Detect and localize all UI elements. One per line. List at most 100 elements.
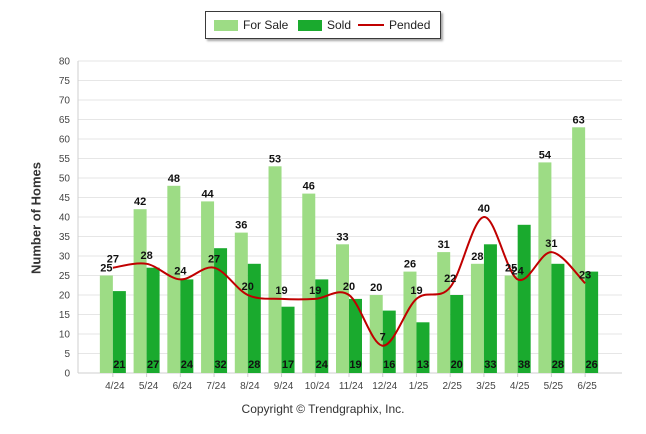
bar-sold [146,267,160,373]
bar-sold [315,279,329,373]
label-sold: 27 [147,359,159,371]
label-pended: 19 [309,285,321,297]
label-pended: 27 [208,254,220,266]
label-pended: 19 [410,285,422,297]
x-tick-label: 7/24 [206,381,226,392]
x-tick-label: 1/25 [409,381,429,392]
x-tick-label: 6/24 [173,381,193,392]
y-tick-label: 20 [59,291,71,302]
label-pended: 19 [275,285,287,297]
label-sold: 16 [383,359,395,371]
label-pended: 23 [579,269,591,281]
label-sold: 33 [484,359,496,371]
bar-sold [551,263,565,373]
y-tick-label: 80 [59,57,71,68]
copyright-text: Copyright © Trendgraphix, Inc. [241,402,405,416]
label-sold: 13 [417,359,429,371]
bar-for-sale [133,209,147,373]
bar-for-sale [167,185,181,373]
label-for-sale: 53 [269,153,281,165]
sold-swatch [298,19,322,31]
legend-item-for-sale[interactable]: For Sale [214,12,288,38]
x-tick-label: 5/25 [544,381,564,392]
bar-sold [416,322,430,373]
legend-label-for-sale: For Sale [243,18,289,32]
y-tick-label: 55 [59,154,71,165]
label-pended: 20 [343,281,355,293]
bar-for-sale [302,193,316,373]
y-tick-label: 60 [59,135,71,146]
x-tick-label: 2/25 [442,381,462,392]
label-sold: 28 [248,359,260,371]
label-sold: 17 [282,359,294,371]
x-tick-label: 9/24 [274,381,294,392]
for-sale-swatch [214,19,238,31]
y-tick-label: 75 [59,76,71,87]
label-pended: 28 [140,250,152,262]
y-tick-label: 50 [59,174,71,185]
bar-for-sale [369,295,383,373]
y-tick-label: 25 [59,271,71,282]
bar-sold [112,291,126,373]
bar-sold [281,306,295,373]
bar-for-sale [234,232,248,373]
legend-label-sold: Sold [327,18,352,32]
bar-for-sale [268,166,282,373]
label-pended: 22 [444,273,456,285]
x-tick-label: 11/24 [339,381,364,392]
bar-sold [214,248,228,373]
label-pended: 24 [174,265,187,277]
label-sold: 32 [214,359,226,371]
bar-for-sale [201,201,215,373]
x-tick-label: 5/24 [139,381,159,392]
pended-line [112,216,586,347]
y-tick-label: 10 [59,330,71,341]
label-for-sale: 20 [370,282,382,294]
label-for-sale: 31 [438,239,450,251]
x-tick-label: 12/24 [372,381,397,392]
y-axis-ticks: 0 5 10 15 20 25 30 35 40 45 50 55 60 65 70 75 80 [59,57,71,380]
label-sold: 26 [586,359,598,371]
y-tick-label: 70 [59,96,71,107]
label-for-sale: 28 [471,251,483,263]
pended-swatch [358,24,384,26]
x-tick-label: 3/25 [476,381,496,392]
label-pended: 31 [545,238,557,250]
label-pended: 24 [512,265,525,277]
label-for-sale: 46 [303,181,315,193]
legend: For Sale Sold Pended [205,11,441,39]
data-labels: 25 21 42 27 48 24 44 32 36 28 53 17 46 24 33 19 20 16 26 13… [100,114,598,371]
bar-sold [483,244,497,373]
y-tick-label: 45 [59,193,71,204]
y-tick-label: 35 [59,232,71,243]
x-tick-label: 4/25 [510,381,530,392]
y-tick-label: 0 [64,369,70,380]
bar-sold [349,298,362,373]
bar-for-sale [470,263,484,373]
label-for-sale: 63 [573,114,585,126]
x-axis-ticks: 4/24 5/24 6/24 7/24 8/24 9/24 10/24 11/24 12/24 1… [105,373,597,392]
bar-sold [585,271,599,373]
label-for-sale: 54 [539,149,552,161]
y-axis-label: Number of Homes [28,162,44,274]
pended-curve [112,216,586,347]
y-tick-label: 30 [59,252,71,263]
bars [99,127,599,373]
x-tick-label: 6/25 [577,381,597,392]
label-for-sale: 25 [505,263,517,275]
label-for-sale: 48 [168,173,180,185]
label-for-sale: 42 [134,196,146,208]
legend-item-pended[interactable]: Pended [358,12,430,38]
label-pended: 20 [242,281,254,293]
y-tick-label: 65 [59,115,71,126]
bar-sold [247,263,261,373]
label-sold: 38 [518,359,530,371]
label-sold: 24 [181,359,194,371]
bar-for-sale [403,271,417,373]
label-for-sale: 36 [235,220,247,232]
legend-label-pended: Pended [389,18,431,32]
legend-item-sold[interactable]: Sold [298,12,351,38]
x-tick-label: 4/24 [105,381,125,392]
bar-for-sale [336,244,349,373]
